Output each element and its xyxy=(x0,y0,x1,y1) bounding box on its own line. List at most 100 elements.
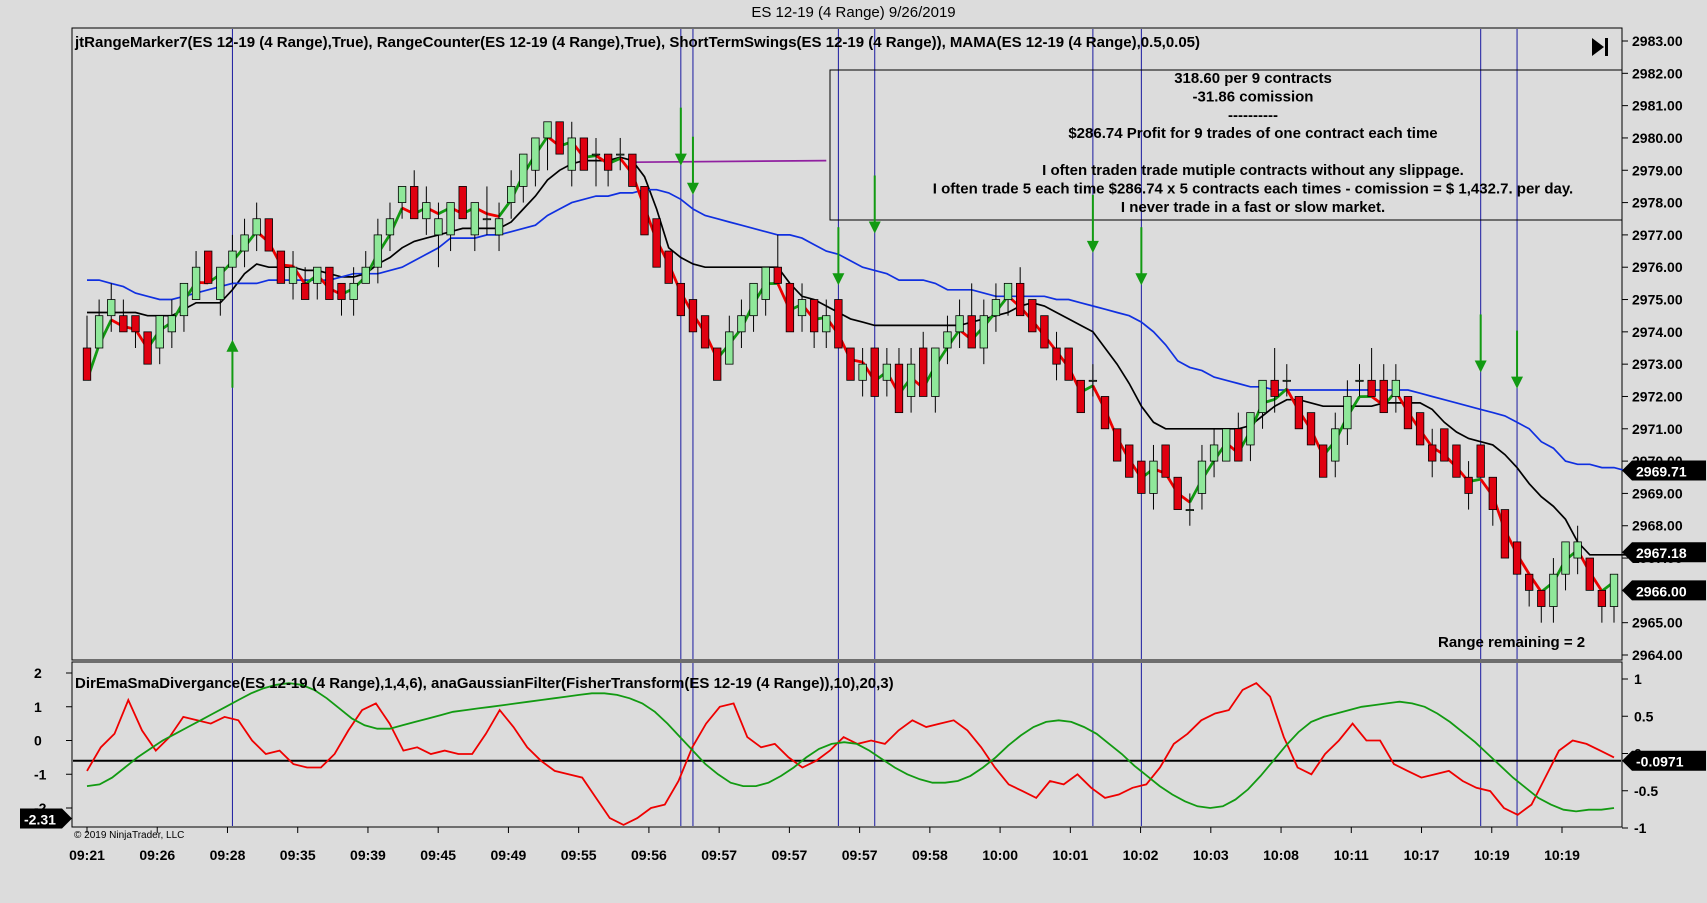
right-tick-label: 1 xyxy=(1634,671,1642,687)
candle-down xyxy=(919,347,928,397)
candle-down xyxy=(143,331,152,365)
candle-up xyxy=(167,315,176,333)
candle-down xyxy=(325,266,334,300)
y-tick-label: 2980.00 xyxy=(1632,130,1683,146)
candle-down xyxy=(1112,428,1122,462)
x-tick-label: 09:57 xyxy=(701,847,737,863)
left-marker xyxy=(20,808,72,829)
candle-up xyxy=(1222,428,1231,462)
candle-up xyxy=(858,363,867,381)
candle-down xyxy=(967,315,976,349)
candle-up xyxy=(531,137,540,171)
candle-up xyxy=(507,186,516,203)
candle-down xyxy=(82,347,92,381)
left-tick-label: 0 xyxy=(34,733,42,749)
y-tick-label: 2969.00 xyxy=(1632,485,1683,501)
x-tick-label: 09:57 xyxy=(771,847,807,863)
candle-down xyxy=(688,299,698,333)
candle-down xyxy=(1585,557,1594,591)
candle-up xyxy=(1003,282,1013,300)
x-tick-label: 10:03 xyxy=(1193,847,1229,863)
candle-down xyxy=(579,137,589,171)
candle-down xyxy=(300,282,310,300)
price-marker xyxy=(1622,580,1706,601)
candle-up xyxy=(1355,379,1364,382)
candle-down xyxy=(1597,589,1607,607)
y-tick-label: 2972.00 xyxy=(1632,388,1683,404)
candle-up xyxy=(179,282,189,317)
sell-arrow-head xyxy=(674,153,687,166)
candle-up xyxy=(107,299,116,317)
main-panel-frame xyxy=(71,27,1623,661)
candle-down xyxy=(1270,379,1279,397)
y-tick-label: 2979.00 xyxy=(1632,162,1683,178)
price-marker-label: 2966.00 xyxy=(1636,583,1687,599)
candle-down xyxy=(1512,541,1522,575)
right-tick-label: -0.5 xyxy=(1634,783,1658,799)
indicator-panel-frame xyxy=(71,661,1623,828)
profit-annotation-box xyxy=(829,69,1623,221)
candle-down xyxy=(204,250,213,284)
play-to-end-icon[interactable] xyxy=(1592,38,1608,56)
candle-up xyxy=(1609,573,1619,607)
indicator-red xyxy=(86,682,1615,826)
candle-down xyxy=(652,218,661,268)
candle-up xyxy=(822,315,831,333)
y-tick-label: 2965.00 xyxy=(1632,615,1683,631)
sell-arrow-head xyxy=(1135,273,1148,286)
candle-down xyxy=(1452,444,1461,478)
annotation-line: I often trade 5 each time $286.74 x 5 co… xyxy=(933,180,1573,197)
candle-down xyxy=(1306,412,1316,446)
candle-down xyxy=(785,282,795,333)
candle-up xyxy=(591,153,601,156)
sell-arrow-head xyxy=(832,273,845,286)
x-tick-label: 10:02 xyxy=(1123,847,1159,863)
indicator-panel-title: DirEmaSmaDivergance(ES 12-19 (4 Range),1… xyxy=(75,675,894,692)
candle-up xyxy=(1391,379,1401,397)
candle-up xyxy=(979,315,988,349)
candle-down xyxy=(834,299,843,349)
candle-up xyxy=(94,315,104,349)
candle-up xyxy=(1149,460,1158,494)
left-marker-label: -2.31 xyxy=(24,811,56,827)
candle-down xyxy=(337,282,346,300)
x-tick-label: 10:17 xyxy=(1404,847,1440,863)
candle-down xyxy=(676,282,685,317)
candle-down xyxy=(1500,509,1510,559)
candle-down xyxy=(773,266,782,284)
candle-up xyxy=(543,121,552,139)
x-tick-label: 09:55 xyxy=(561,847,597,863)
candle-down xyxy=(1076,379,1085,414)
candle-up xyxy=(749,282,758,317)
candle-down xyxy=(276,250,286,284)
candle-up xyxy=(228,250,237,268)
x-tick-label: 09:57 xyxy=(842,847,878,863)
candle-up xyxy=(216,266,225,300)
y-tick-label: 2976.00 xyxy=(1632,259,1683,275)
candle-up xyxy=(434,218,443,236)
candle-up xyxy=(906,363,916,397)
candle-down xyxy=(1125,444,1134,478)
candle-up xyxy=(1197,460,1207,494)
annotation-line: $286.74 Profit for 9 trades of one contr… xyxy=(1068,125,1437,142)
candle-up xyxy=(931,347,940,397)
candle-up xyxy=(519,153,528,187)
range-remaining-label: Range remaining = 2 xyxy=(1438,634,1585,651)
candle-up xyxy=(446,202,455,236)
candle-down xyxy=(1464,476,1473,494)
candle-down xyxy=(1294,396,1304,430)
candle-up xyxy=(288,266,298,284)
window-title: ES 12-19 (4 Range) 9/26/2019 xyxy=(751,4,956,21)
price-marker-label: 2967.18 xyxy=(1636,545,1687,561)
candle-up xyxy=(1331,428,1340,462)
x-tick-label: 09:21 xyxy=(69,847,105,863)
candle-down xyxy=(603,153,613,171)
candle-down xyxy=(1415,412,1425,446)
annotation-line: 318.60 per 9 contracts xyxy=(1174,70,1332,87)
candle-down xyxy=(1234,428,1243,462)
candle-up xyxy=(991,299,1001,317)
y-tick-label: 2973.00 xyxy=(1632,356,1683,372)
candle-down xyxy=(664,250,673,284)
candle-down xyxy=(264,218,273,252)
